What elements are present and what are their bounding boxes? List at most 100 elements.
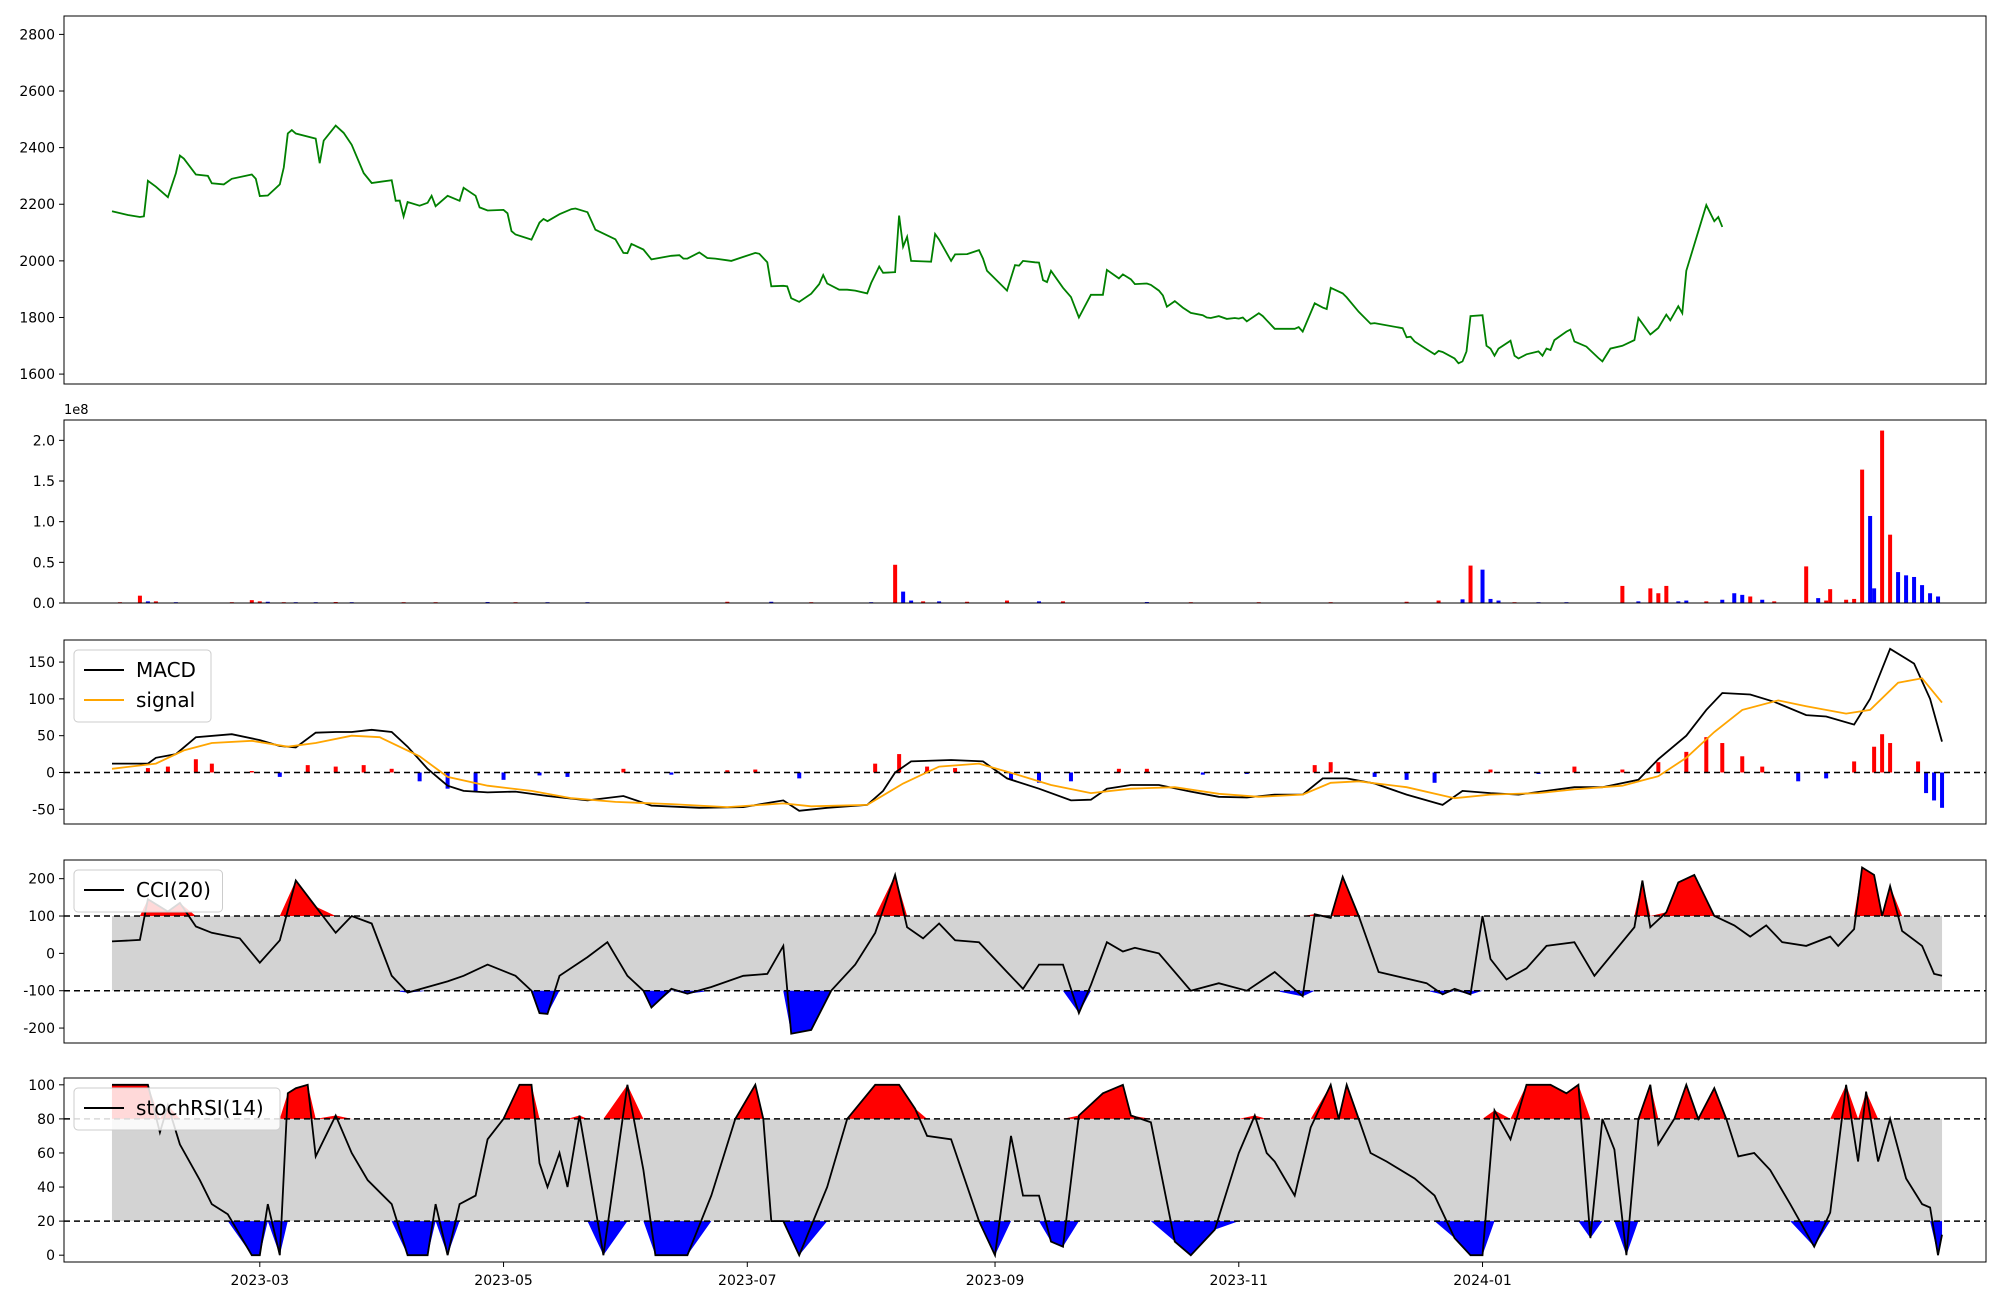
macd-histogram-bar (1572, 766, 1577, 773)
macd-histogram-bar (193, 759, 198, 773)
price-plot-area (111, 124, 1724, 365)
macd-histogram-bar (1824, 772, 1829, 779)
volume-bar (893, 564, 898, 603)
macd-histogram-bar (1432, 772, 1437, 783)
volume-bar (1704, 601, 1709, 603)
price-panel: 1600 1800 2000 2200 2400 2600 2800 (19, 15, 1987, 385)
macd-histogram-bar (1404, 772, 1409, 780)
stochrsi-oversold-fill (111, 1221, 1943, 1256)
cci-ytick-label: 200 (28, 872, 55, 888)
macd-histogram-bar (1760, 766, 1765, 773)
macd-histogram-bar (417, 772, 422, 782)
stochrsi-legend-box (73, 1087, 281, 1131)
macd-histogram-bar (925, 766, 930, 773)
macd-histogram-bar (669, 772, 674, 775)
stochrsi-legend-label: stochRSI(14) (136, 1096, 264, 1120)
macd-histogram-bar (1200, 772, 1205, 775)
volume-bar (1460, 599, 1465, 603)
volume-bar (1860, 469, 1865, 603)
cci-ytick-label: -100 (23, 984, 55, 1000)
volume-axes-frame (63, 419, 1987, 604)
stochrsi-plot-area (64, 1081, 1986, 1259)
volume-bar (921, 601, 926, 603)
stochrsi-ytick-label: 0 (46, 1248, 55, 1264)
macd-ytick-label: 50 (37, 729, 55, 745)
volume-bar (1828, 589, 1833, 603)
volume-bar (1720, 599, 1725, 603)
macd-histogram-bar (873, 763, 878, 773)
macd-histogram-bar (1009, 772, 1014, 780)
price-axes-frame (63, 15, 1987, 385)
stochrsi-ytick-label: 100 (28, 1078, 55, 1094)
macd-histogram-bar (1916, 761, 1921, 773)
macd-ytick-label: -50 (32, 802, 55, 818)
volume-bar (1488, 598, 1493, 603)
macd-histogram-bar (1656, 762, 1661, 773)
volume-bar (1676, 601, 1681, 603)
price-ytick-label: 2800 (19, 27, 55, 43)
x-tick-label: 2023-03 (231, 1273, 290, 1289)
macd-ytick-label: 150 (28, 655, 55, 671)
volume-bar (265, 601, 270, 603)
cci-legend-box (73, 869, 223, 913)
macd-histogram-bar (473, 772, 478, 792)
macd-histogram-bar (1940, 772, 1945, 808)
volume-bar (1404, 601, 1409, 603)
x-tick-label: 2023-07 (718, 1273, 777, 1289)
volume-bar (1620, 585, 1625, 603)
cci-ytick-label: 100 (28, 909, 55, 925)
volume-bar (1436, 600, 1441, 603)
macd-histogram-bar (537, 772, 542, 776)
volume-bar (901, 591, 906, 603)
macd-histogram-bar (305, 765, 310, 773)
cci-ytick-label: 0 (46, 946, 55, 962)
macd-histogram-bar (621, 768, 626, 773)
price-series-line-0 (111, 124, 1724, 365)
macd-series-line-0 (112, 647, 1943, 812)
macd-histogram-bar (501, 772, 506, 780)
macd-histogram-bar (1068, 772, 1073, 782)
volume-bar (257, 601, 262, 603)
volume-bar (1868, 515, 1873, 603)
volume-bar (1005, 600, 1010, 603)
volume-bar (1656, 593, 1661, 603)
x-tick-label: 2023-09 (966, 1273, 1025, 1289)
macd-histogram-bar (1372, 772, 1377, 777)
volume-plot-area (117, 430, 1941, 603)
volume-ytick-label: 2.0 (33, 433, 55, 449)
volume-ytick-label: 0.0 (33, 596, 55, 612)
price-ytick-label: 2600 (19, 84, 55, 100)
price-ytick-label: 2200 (19, 197, 55, 213)
macd-histogram-bar (1704, 737, 1709, 773)
price-ytick-label: 1800 (19, 310, 55, 326)
volume-bar (1928, 593, 1933, 603)
macd-histogram-bar (1488, 769, 1493, 773)
cci-neutral-band (111, 916, 1943, 991)
volume-ytick-label: 1.0 (33, 515, 55, 531)
macd-ytick-label: 0 (46, 765, 55, 781)
volume-bar (249, 600, 254, 603)
macd-histogram-bar (277, 772, 282, 777)
cci-oversold-fill (111, 990, 1943, 1034)
volume-bar (1880, 430, 1885, 603)
macd-histogram-bar (209, 763, 214, 773)
macd-histogram-bar (1720, 743, 1725, 773)
macd-histogram-bar (1872, 746, 1877, 773)
volume-bar (1804, 566, 1809, 603)
macd-histogram-bar (1880, 734, 1885, 773)
volume-bar (1740, 594, 1745, 603)
macd-histogram-bar (1328, 762, 1333, 773)
macd-histogram-bar (1796, 772, 1801, 782)
cci-axes-frame (63, 859, 1987, 1044)
macd-histogram-bar (797, 772, 802, 779)
cci-ytick-label: -200 (23, 1021, 55, 1037)
cci-series-line-0 (111, 866, 1943, 1035)
stochrsi-axes-frame (63, 1077, 1987, 1263)
volume-ytick-label: 1.5 (33, 474, 55, 490)
macd-histogram-bar (725, 770, 730, 773)
volume-bar (1636, 601, 1641, 603)
macd-histogram-bar (1116, 768, 1121, 773)
macd-legend-label: signal (136, 688, 195, 712)
volume-bar (1060, 601, 1065, 603)
volume-panel: 0.0 0.5 1.0 1.5 2.0 1e8 (33, 403, 1987, 612)
